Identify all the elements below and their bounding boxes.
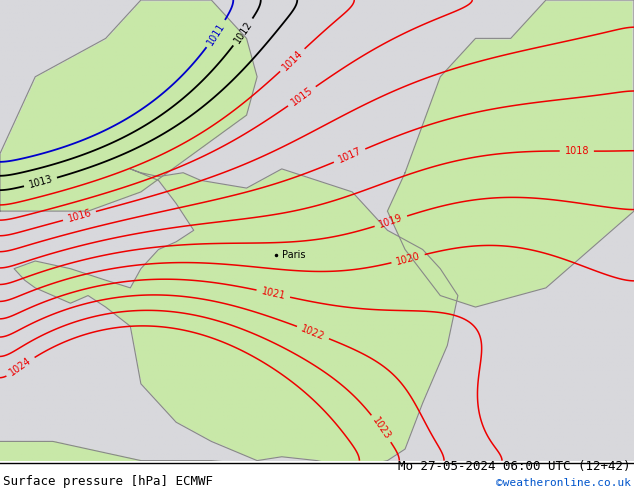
Text: 1023: 1023 (370, 416, 392, 441)
Text: 1017: 1017 (336, 146, 363, 165)
Text: Mo 27-05-2024 06:00 UTC (12+42): Mo 27-05-2024 06:00 UTC (12+42) (398, 460, 631, 473)
Text: 1013: 1013 (27, 174, 54, 190)
Text: 1024: 1024 (8, 356, 34, 378)
Text: 1012: 1012 (232, 19, 254, 45)
Text: Surface pressure [hPa] ECMWF: Surface pressure [hPa] ECMWF (3, 474, 213, 488)
Text: 1014: 1014 (280, 48, 304, 72)
Text: 1019: 1019 (378, 213, 404, 230)
Text: 1022: 1022 (300, 323, 327, 342)
Text: Paris: Paris (281, 250, 306, 260)
Text: 1021: 1021 (260, 286, 287, 301)
Text: ©weatheronline.co.uk: ©weatheronline.co.uk (496, 478, 631, 488)
Text: 1016: 1016 (67, 208, 93, 224)
Text: 1020: 1020 (395, 251, 421, 267)
Text: 1011: 1011 (205, 21, 227, 47)
Text: 1015: 1015 (289, 85, 315, 108)
Text: 1018: 1018 (564, 146, 589, 156)
